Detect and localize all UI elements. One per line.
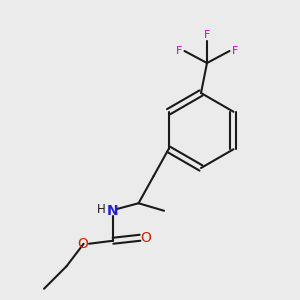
Text: F: F (204, 30, 210, 40)
Text: F: F (232, 46, 238, 56)
Text: H: H (97, 203, 106, 216)
Text: O: O (78, 237, 88, 251)
Text: O: O (141, 231, 152, 245)
Text: N: N (107, 204, 119, 218)
Text: F: F (176, 46, 182, 56)
